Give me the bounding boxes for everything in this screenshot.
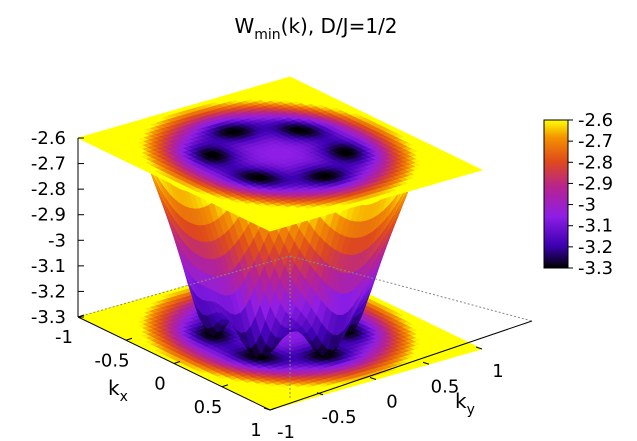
z-tick-label: -3.2: [31, 281, 66, 302]
colorbar-tick-label: -2.7: [578, 131, 613, 152]
colorbar-tick-label: -3.1: [578, 216, 613, 237]
y-tick-label: 1: [492, 361, 503, 382]
y-tick-label: 0.5: [431, 376, 460, 397]
frame-back-left: [77, 255, 291, 318]
x-axis-label: kx: [108, 376, 128, 405]
y-tick-mark: [263, 407, 271, 411]
y-tick-label: -0.5: [321, 407, 356, 428]
x-tick-mark: [77, 314, 85, 318]
z-tick-label: -2.6: [31, 128, 66, 149]
z-tick-label: -3.3: [31, 307, 66, 328]
x-tick-label: -1: [55, 327, 73, 348]
z-tick-label: -2.7: [31, 154, 66, 175]
z-tick-label: -3: [48, 230, 66, 251]
z-tick-label: -2.9: [31, 205, 66, 226]
colorbar-tick-label: -2.9: [578, 173, 613, 194]
colorbar-tick-label: -2.8: [578, 152, 613, 173]
z-tick-label: -2.8: [31, 179, 66, 200]
x-tick-label: 0.5: [194, 397, 223, 418]
colorbar-tick-label: -3.2: [578, 237, 613, 258]
x-tick-mark: [221, 384, 229, 388]
x-tick-mark: [125, 337, 133, 341]
colorbar-tick-label: -3: [578, 195, 596, 216]
x-tick-label: -0.5: [94, 350, 129, 371]
colorbar-tick-label: -3.3: [578, 258, 613, 279]
colorbar-ticks: -2.6-2.7-2.8-2.9-3-3.1-3.2-3.3: [568, 110, 613, 279]
x-axis-ticks: -1 -0.5 0 0.5 1: [55, 314, 277, 441]
colorbar-tick-label: -2.6: [578, 110, 613, 131]
z-axis-ticks: -2.6 -2.7 -2.8 -2.9 -3 -3.1 -3.2 -3.3: [31, 128, 84, 328]
x-tick-mark: [269, 407, 277, 411]
y-tick-mark: [316, 392, 324, 396]
y-tick-mark: [475, 346, 483, 350]
chart-title: Wmin(k), D/J=1/2: [234, 14, 397, 43]
y-axis-label: ky: [455, 389, 475, 418]
y-tick-mark: [422, 361, 430, 365]
top-projection-heatmap: [77, 76, 483, 232]
x-tick-label: 0: [154, 374, 165, 395]
frame-right-edge: [269, 320, 533, 411]
colorbar: [543, 119, 569, 269]
y-tick-label: 0: [386, 392, 397, 413]
y-tick-mark: [369, 377, 377, 380]
y-tick-label: -1: [277, 422, 295, 441]
frame-back-right: [289, 255, 533, 322]
x-tick-label: 1: [250, 420, 261, 441]
heatmap-cell: [471, 167, 483, 172]
y-axis-ticks: -1 -0.5 0 0.5 1: [263, 346, 504, 441]
z-tick-label: -3.1: [31, 256, 66, 277]
x-tick-mark: [173, 361, 181, 364]
